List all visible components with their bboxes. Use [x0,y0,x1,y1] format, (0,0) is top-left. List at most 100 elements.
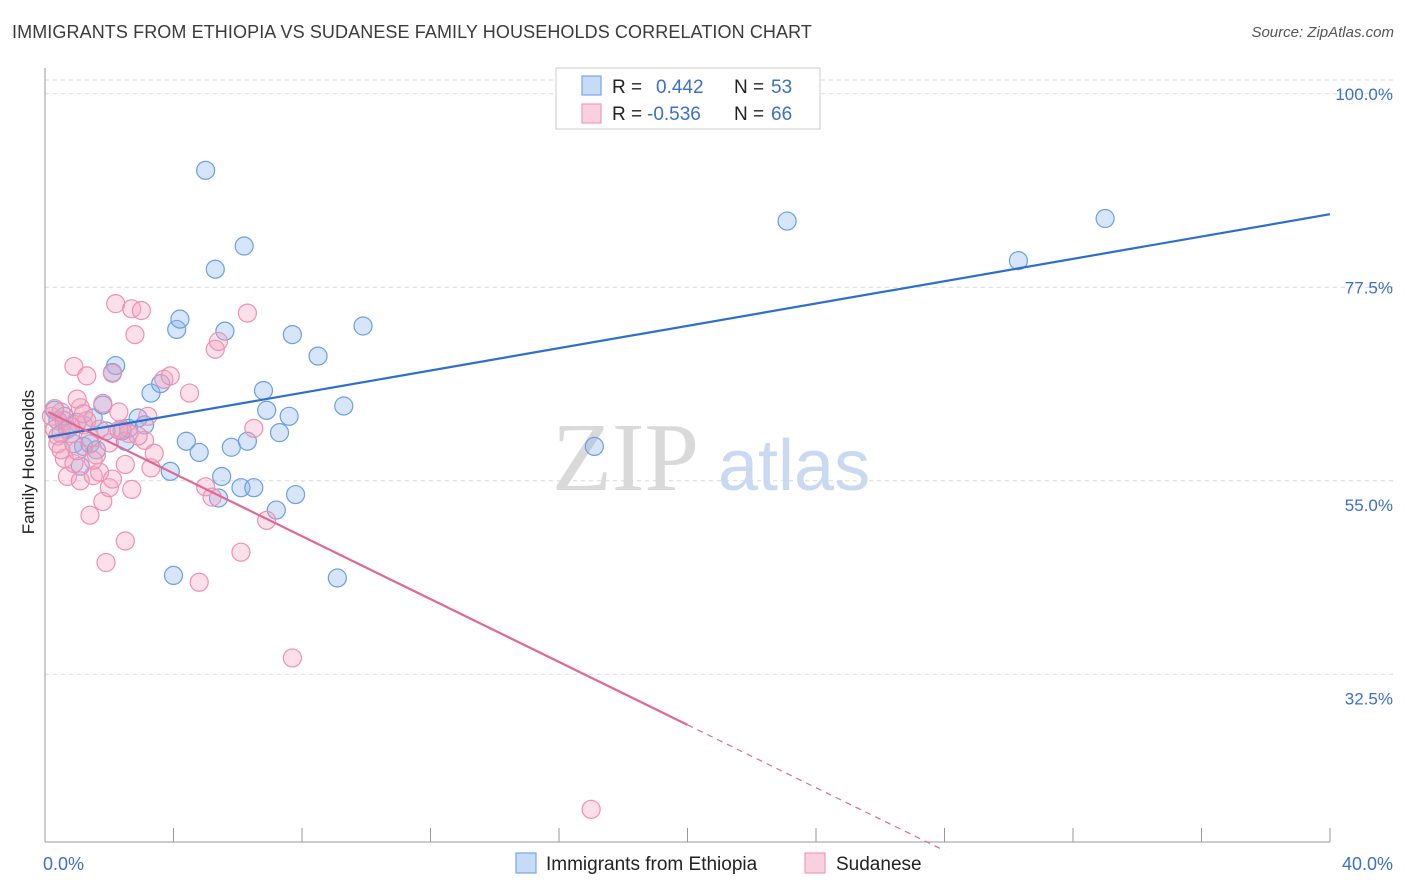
sudanese-point-51 [231,542,251,562]
chart-title: IMMIGRANTS FROM ETHIOPIA VS SUDANESE FAM… [12,22,812,42]
sudanese-point-45 [179,383,200,403]
bottom-legend-sudanese: Sudanese [836,854,922,875]
sudanese-point-30 [109,402,129,422]
sudanese-point-48 [202,487,222,507]
sudanese-point-10 [67,441,87,461]
trend-line-sudanese [47,411,688,726]
y-tick-label-3: 32.5% [1345,689,1393,708]
sudanese-point-53 [244,418,264,438]
sudanese-point-55 [282,648,302,668]
ethiopia-point-30 [212,466,232,487]
legend-r-ethiopia: 0.442 [656,77,704,98]
ethiopia-point-31 [215,321,235,341]
legend-n-label-ethiopia: N = [734,77,764,98]
trend-lines [47,213,1331,852]
sudanese-point-54 [257,510,277,530]
ethiopia-point-45 [308,346,328,366]
bottom-legend-swatch-sudanese [804,852,826,874]
y-tick-label-2: 55.0% [1345,496,1393,515]
watermark-atlas: atlas [718,426,870,506]
y-tick-label-1: 77.5% [1345,278,1393,297]
ethiopia-point-51 [777,211,797,231]
ethiopia-point-41 [269,423,290,443]
sudanese-point-9 [64,356,84,377]
axes [44,68,1331,843]
y-tick-label-0: 100.0% [1335,85,1393,104]
legend-swatch-ethiopia [581,75,602,96]
sudanese-point-38 [131,300,151,321]
sudanese-point-23 [93,393,113,413]
watermark-zip: ZIP [552,404,699,512]
trend-line-ethiopia [48,213,1331,439]
sudanese-point-28 [102,363,123,383]
series-sudanese-points [41,294,601,819]
sudanese-point-33 [115,531,135,551]
sudanese-point-42 [144,443,164,463]
sudanese-point-63 [51,440,71,460]
sudanese-point-65 [128,426,148,446]
sudanese-point-36 [122,299,142,319]
legend-box: R = 0.442 N = 53 R = -0.536 N = 66 [555,67,821,130]
sudanese-point-32 [115,454,135,475]
x-tick-label-0: 0.0% [43,854,84,874]
watermark: ZIP atlas [552,404,870,512]
legend-n-ethiopia: 53 [771,77,792,98]
ethiopia-point-29 [205,259,225,279]
sudanese-point-50 [208,331,229,352]
ethiopia-point-25 [170,309,190,329]
legend-n-sudanese: 66 [771,104,792,125]
sudanese-point-12 [70,471,90,491]
sudanese-point-24 [96,552,116,573]
ethiopia-point-42 [279,406,299,426]
sudanese-point-49 [205,339,225,359]
ethiopia-point-39 [257,400,277,420]
ethiopia-point-24 [167,319,187,340]
sudanese-point-35 [122,479,142,499]
sudanese-point-27 [102,469,123,489]
ethiopia-point-28 [196,160,216,180]
sudanese-point-59 [83,450,103,470]
ethiopia-point-27 [189,442,209,463]
ethiopia-point-52 [1008,251,1028,271]
ethiopia-point-50 [584,436,604,456]
ethiopia-point-40 [266,500,286,520]
ethiopia-point-35 [234,236,254,256]
y-tick-labels: 100.0% 77.5% 55.0% 32.5% [1335,85,1393,708]
bottom-legend-ethiopia: Immigrants from Ethiopia [546,854,758,875]
series-ethiopia-points [45,160,1115,588]
ethiopia-point-43 [282,325,302,345]
grid-lines [45,79,1393,675]
sudanese-point-17 [80,505,100,525]
ethiopia-point-46 [327,568,347,588]
legend-r-label-sudanese: R = [612,104,642,125]
source-label: Source: ZipAtlas.com [1251,24,1394,41]
sudanese-point-56 [581,799,601,819]
legend-n-label-sudanese: N = [734,104,764,125]
trend-line-sudanese-extrapolated [687,724,945,852]
ethiopia-point-37 [244,478,264,498]
bottom-legend-swatch-ethiopia [515,852,537,874]
sudanese-point-64 [73,404,94,424]
ethiopia-point-33 [221,437,241,457]
ethiopia-point-47 [334,396,354,416]
legend-r-sudanese: -0.536 [647,104,701,125]
ethiopia-point-15 [106,355,126,376]
ethiopia-point-38 [253,380,274,401]
legend-r-label-ethiopia: R = [612,77,642,98]
sudanese-point-44 [160,366,180,386]
bottom-legend: Immigrants from Ethiopia Sudanese [515,852,922,875]
sudanese-point-52 [237,303,257,323]
sudanese-point-15 [77,366,97,386]
ethiopia-point-48 [353,316,373,336]
x-tick-label-1: 40.0% [1342,854,1393,874]
legend-swatch-sudanese [581,103,602,124]
x-tick-labels: 0.0% 40.0% [43,854,1393,874]
ethiopia-point-53 [1095,208,1115,229]
y-axis-title: Family Households [19,390,38,535]
ethiopia-point-26 [176,431,196,451]
sudanese-point-37 [125,325,145,345]
sudanese-point-40 [138,406,158,426]
ethiopia-point-49 [163,565,184,586]
sudanese-point-46 [189,572,209,592]
